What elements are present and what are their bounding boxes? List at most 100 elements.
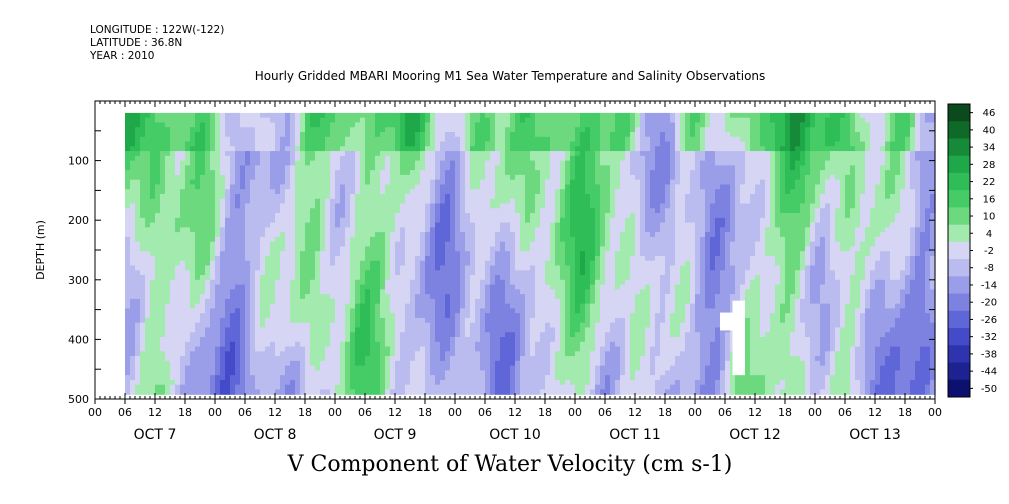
velocity-cell: [405, 260, 411, 267]
velocity-cell: [515, 346, 521, 352]
velocity-cell: [155, 227, 161, 233]
velocity-cell: [325, 122, 331, 128]
velocity-cell: [430, 165, 436, 171]
velocity-cell: [405, 370, 411, 376]
velocity-cell: [140, 141, 146, 147]
velocity-cell: [175, 375, 181, 381]
velocity-cell: [265, 375, 271, 381]
velocity-cell: [470, 131, 476, 138]
velocity-cell: [220, 308, 226, 314]
velocity-cell: [535, 227, 541, 233]
velocity-cell: [430, 208, 436, 214]
velocity-cell: [530, 341, 536, 348]
velocity-cell: [250, 322, 256, 329]
velocity-cell: [180, 227, 186, 233]
velocity-cell: [440, 389, 446, 395]
velocity-cell: [155, 141, 161, 147]
velocity-cell: [545, 179, 551, 186]
velocity-cell: [230, 117, 236, 124]
velocity-cell: [520, 384, 526, 391]
velocity-cell: [420, 265, 426, 271]
velocity-cell: [530, 294, 536, 300]
velocity-cell: [135, 146, 141, 152]
velocity-cell: [205, 303, 211, 310]
velocity-cell: [510, 317, 516, 324]
velocity-cell: [275, 151, 281, 157]
velocity-cell: [420, 294, 426, 300]
velocity-cell: [355, 208, 361, 214]
velocity-cell: [490, 317, 496, 324]
velocity-cell: [430, 303, 436, 310]
velocity-cell: [345, 365, 351, 371]
velocity-cell: [250, 184, 256, 190]
velocity-cell: [170, 384, 176, 391]
velocity-cell: [170, 284, 176, 290]
velocity-cell: [205, 332, 211, 338]
velocity-cell: [330, 165, 336, 171]
velocity-cell: [370, 203, 376, 209]
velocity-cell: [375, 174, 381, 181]
velocity-cell: [495, 389, 501, 395]
velocity-cell: [445, 136, 451, 143]
velocity-cell: [465, 356, 471, 362]
velocity-cell: [270, 255, 276, 262]
velocity-cell: [195, 203, 201, 209]
velocity-cell: [325, 351, 331, 357]
velocity-cell: [270, 332, 276, 338]
velocity-cell: [420, 360, 426, 367]
velocity-cell: [490, 179, 496, 186]
velocity-cell: [515, 317, 521, 324]
velocity-cell: [545, 265, 551, 271]
velocity-cell: [305, 189, 311, 195]
velocity-cell: [190, 112, 196, 119]
velocity-cell: [400, 255, 406, 262]
velocity-cell: [345, 341, 351, 348]
velocity-cell: [130, 208, 136, 214]
velocity-cell: [285, 146, 291, 152]
velocity-cell: [425, 193, 431, 200]
velocity-cell: [140, 389, 146, 395]
velocity-cell: [310, 284, 316, 290]
velocity-cell: [235, 146, 241, 152]
velocity-cell: [510, 236, 516, 243]
velocity-cell: [510, 127, 516, 133]
velocity-cell: [210, 217, 216, 224]
velocity-cell: [420, 146, 426, 152]
velocity-cell: [330, 255, 336, 262]
velocity-cell: [535, 322, 541, 329]
velocity-cell: [175, 227, 181, 233]
velocity-cell: [145, 213, 151, 219]
velocity-cell: [345, 284, 351, 290]
velocity-cell: [480, 236, 486, 243]
velocity-cell: [505, 131, 511, 138]
velocity-cell: [130, 356, 136, 362]
velocity-cell: [310, 384, 316, 391]
velocity-cell: [385, 198, 391, 205]
velocity-cell: [145, 370, 151, 376]
velocity-cell: [175, 370, 181, 376]
velocity-cell: [505, 117, 511, 124]
velocity-cell: [400, 232, 406, 238]
velocity-cell: [400, 298, 406, 305]
velocity-cell: [150, 360, 156, 367]
velocity-cell: [215, 213, 221, 219]
velocity-cell: [460, 232, 466, 238]
velocity-cell: [240, 213, 246, 219]
velocity-cell: [245, 117, 251, 124]
velocity-cell: [255, 389, 261, 395]
velocity-cell: [415, 298, 421, 305]
velocity-cell: [215, 155, 221, 162]
velocity-cell: [280, 112, 286, 119]
velocity-cell: [205, 341, 211, 348]
velocity-cell: [450, 198, 456, 205]
velocity-cell: [280, 360, 286, 367]
velocity-cell: [530, 317, 536, 324]
velocity-cell: [205, 275, 211, 281]
velocity-cell: [520, 189, 526, 195]
velocity-cell: [365, 317, 371, 324]
velocity-cell: [495, 317, 501, 324]
velocity-cell: [330, 141, 336, 147]
velocity-cell: [180, 265, 186, 271]
velocity-cell: [430, 151, 436, 157]
velocity-cell: [320, 360, 326, 367]
